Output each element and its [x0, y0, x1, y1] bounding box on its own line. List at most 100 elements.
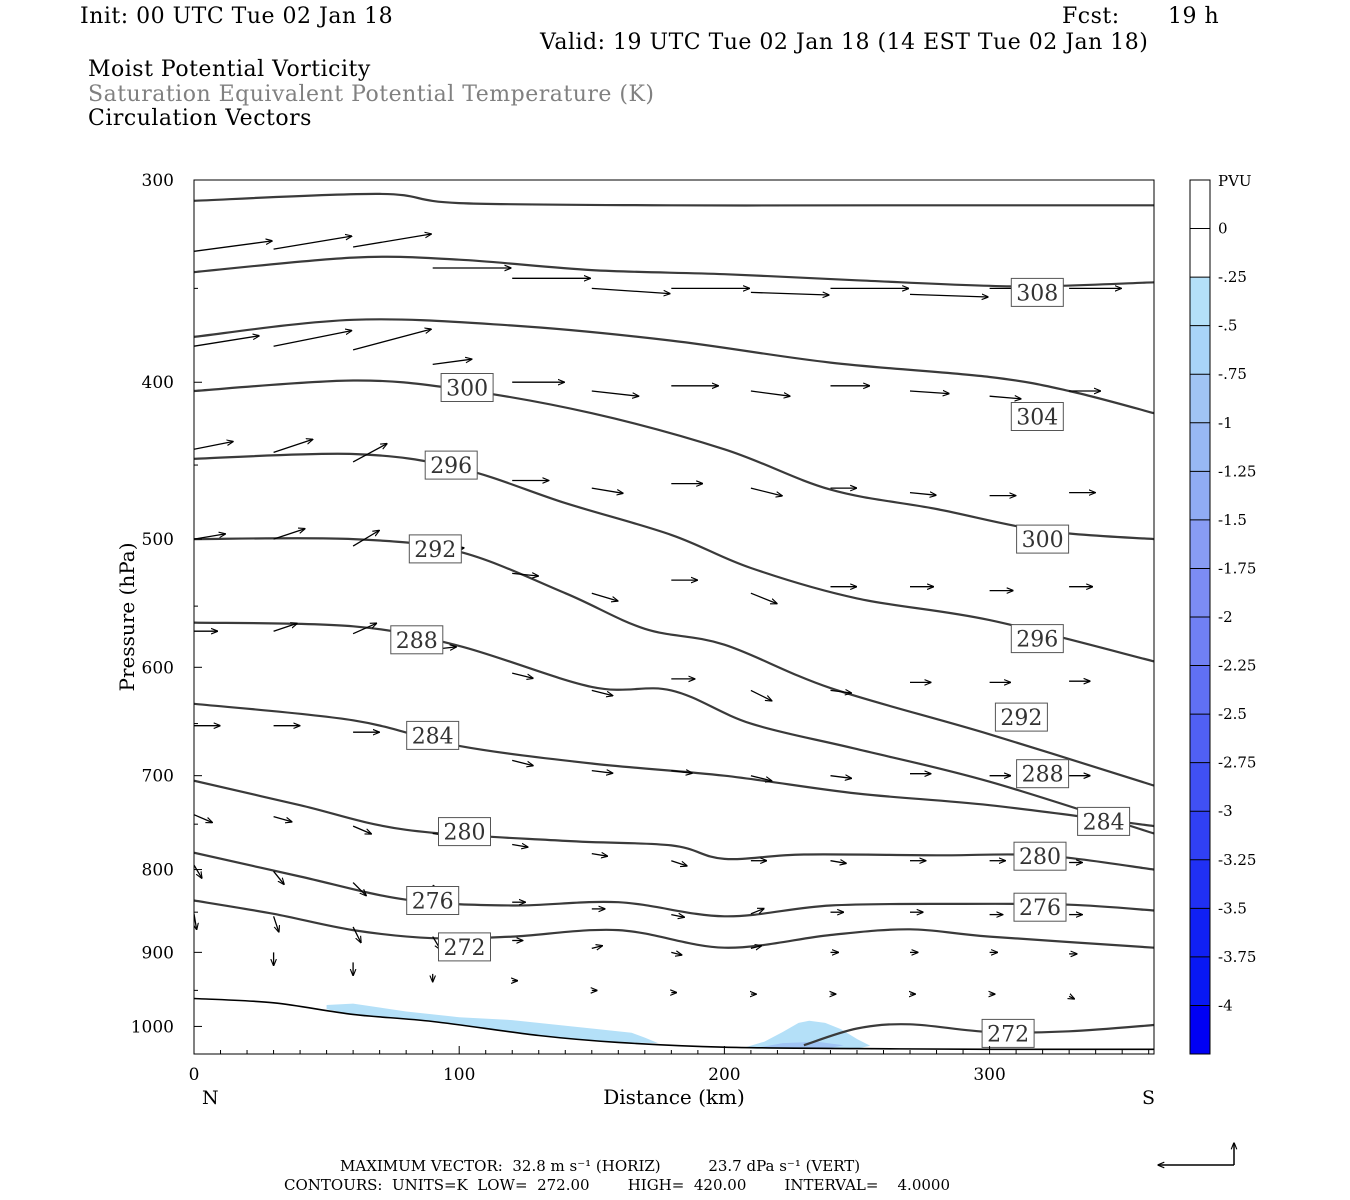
contour-label: 304 — [1010, 402, 1064, 431]
reference-vector-icon — [1158, 1143, 1234, 1165]
colorbar-label: -1.25 — [1218, 462, 1256, 480]
valid-time: Valid: 19 UTC Tue 02 Jan 18 (14 EST Tue … — [540, 30, 1149, 55]
svg-text:300: 300 — [1022, 528, 1064, 553]
theta-contour — [194, 621, 1154, 835]
circulation-vector — [830, 776, 852, 779]
theta-contour — [194, 537, 1154, 787]
svg-text:280: 280 — [1019, 845, 1061, 870]
circulation-vector — [591, 854, 608, 857]
colorbar-label: -.5 — [1218, 317, 1237, 335]
y-tick-label: 700 — [142, 767, 174, 787]
surface-pressure-line — [194, 997, 1154, 1051]
circulation-vector — [352, 623, 376, 635]
circulation-vector — [909, 294, 988, 297]
circulation-vector — [750, 689, 772, 700]
svg-text:292: 292 — [1000, 706, 1042, 731]
colorbar-swatch — [1190, 665, 1210, 715]
circulation-vector — [352, 882, 366, 896]
circulation-vector — [1069, 996, 1074, 999]
circulation-vector — [591, 487, 623, 493]
svg-text:272: 272 — [987, 1022, 1029, 1047]
legend-theta-es: Saturation Equivalent Potential Temperat… — [88, 82, 655, 107]
colorbar-swatch — [1190, 325, 1210, 375]
south-end-label: S — [1142, 1087, 1155, 1109]
colorbar-label: -.75 — [1218, 365, 1247, 383]
circulation-vector — [671, 952, 681, 955]
contour-info: CONTOURS: UNITS=K LOW= 272.00 HIGH= 420.… — [284, 1176, 950, 1194]
contour-label: 280 — [438, 817, 491, 847]
svg-text:284: 284 — [412, 724, 454, 749]
colorbar-label: -2.5 — [1218, 705, 1247, 723]
contour-label: 288 — [390, 625, 444, 655]
colorbar-swatch — [1190, 714, 1210, 764]
contour-label: 272 — [438, 932, 491, 962]
theta-contour — [194, 379, 1154, 541]
svg-text:288: 288 — [1022, 763, 1064, 788]
x-tick-label: 200 — [708, 1065, 740, 1085]
y-axis-label: Pressure (hPa) — [115, 543, 139, 692]
contour-label: 272 — [981, 1018, 1035, 1048]
contour-label: 276 — [1013, 892, 1067, 922]
theta-contour — [194, 851, 1154, 918]
circulation-vector — [750, 487, 782, 496]
colorbar-swatch — [1190, 1005, 1210, 1055]
circulation-vector — [591, 771, 613, 774]
forecast-label: Fcst: — [1062, 4, 1120, 29]
circulation-vector — [750, 292, 829, 295]
colorbar-label: -3.5 — [1218, 899, 1247, 917]
circulation-vector — [591, 689, 613, 695]
contour-label: 300 — [440, 373, 494, 402]
y-tick-label: 300 — [142, 171, 174, 191]
circulation-vector — [512, 845, 528, 848]
circulation-vector — [591, 592, 618, 601]
circulation-vector — [273, 815, 292, 822]
x-axis-label: Distance (km) — [603, 1085, 745, 1109]
svg-text:276: 276 — [412, 890, 454, 915]
colorbar-label: -2.25 — [1218, 657, 1256, 675]
circulation-vector — [512, 672, 533, 678]
circulation-vector — [273, 870, 284, 884]
x-tick-label: 0 — [189, 1065, 200, 1085]
north-end-label: N — [202, 1087, 219, 1109]
colorbar-swatch — [1190, 568, 1210, 618]
theta-contour — [194, 192, 1154, 207]
contour-label: 292 — [994, 702, 1048, 732]
circulation-vector — [273, 439, 313, 454]
theta-contour — [194, 255, 1154, 288]
y-tick-label: 1000 — [131, 1017, 174, 1037]
circulation-vector — [352, 329, 431, 351]
colorbar-label: -2.75 — [1218, 754, 1256, 772]
circulation-vector — [671, 771, 692, 774]
circulation-vector — [830, 690, 852, 693]
x-tick-label: 300 — [973, 1065, 1005, 1085]
colorbar-swatch — [1190, 471, 1210, 521]
circulation-vector — [432, 359, 472, 366]
circulation-vector — [273, 236, 352, 250]
init-time: Init: 00 UTC Tue 02 Jan 18 — [80, 4, 394, 29]
y-tick-label: 900 — [142, 943, 174, 963]
contour-label: 280 — [1013, 841, 1067, 871]
circulation-vector — [194, 814, 212, 823]
colorbar-swatch — [1190, 277, 1210, 327]
svg-text:304: 304 — [1016, 406, 1058, 431]
colorbar-swatch — [1190, 374, 1210, 424]
circulation-vector — [750, 946, 761, 949]
circulation-vector — [194, 864, 202, 878]
theta-contour — [194, 779, 1154, 871]
colorbar-label: -3 — [1218, 802, 1233, 820]
theta-contour — [194, 702, 1154, 828]
circulation-vector — [194, 241, 272, 252]
circulation-vector — [591, 946, 602, 949]
contour-label: 296 — [424, 450, 478, 480]
pv-fill-region — [326, 1003, 659, 1044]
circulation-vector — [671, 860, 687, 866]
colorbar-label: -4 — [1218, 996, 1233, 1014]
theta-contour — [194, 899, 1154, 949]
colorbar-swatch — [1190, 519, 1210, 569]
colorbar-swatch — [1190, 762, 1210, 812]
colorbar-swatch — [1190, 908, 1210, 958]
contour-label: 296 — [1010, 624, 1064, 654]
colorbar-swatch — [1190, 422, 1210, 472]
y-tick-label: 800 — [142, 861, 174, 881]
